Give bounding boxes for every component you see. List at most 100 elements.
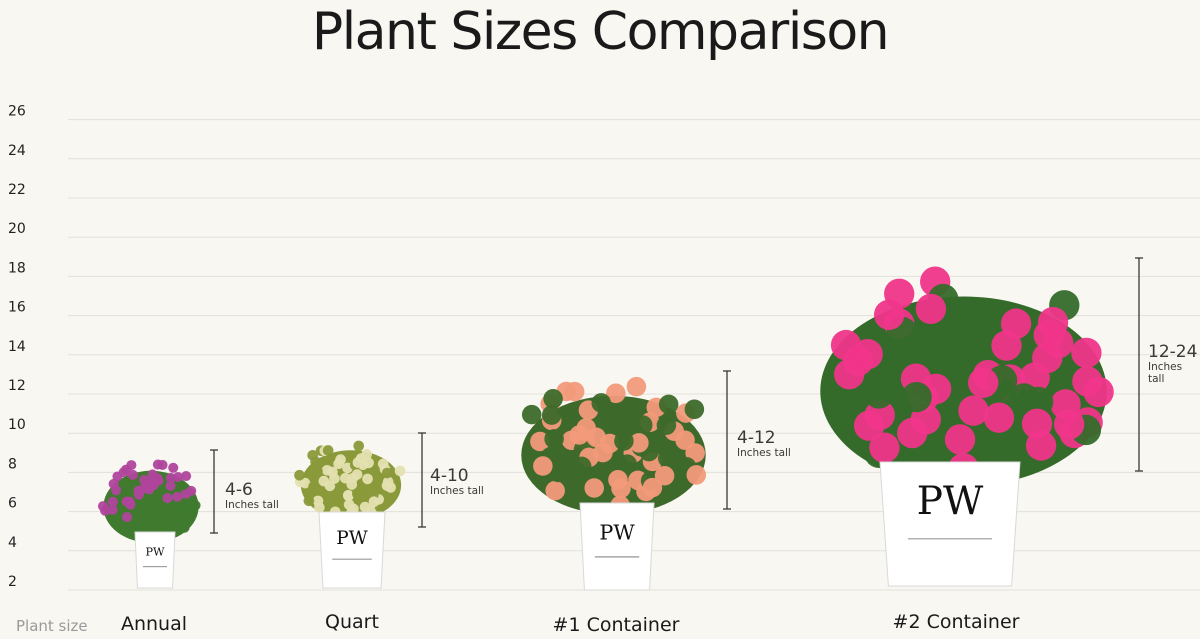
category-label-quart: Quart bbox=[325, 611, 379, 633]
leaf bbox=[901, 381, 932, 413]
flower bbox=[385, 482, 396, 493]
flower bbox=[1083, 376, 1114, 408]
leaf bbox=[312, 466, 323, 477]
y-tick-label: 22 bbox=[8, 182, 26, 198]
proven-winners-logo: PW bbox=[917, 479, 984, 524]
leaf bbox=[591, 393, 612, 413]
flower bbox=[152, 473, 163, 484]
leaf bbox=[322, 445, 334, 456]
leaf bbox=[543, 388, 563, 409]
range-label-quart: 4-10 Inches tall bbox=[430, 467, 484, 497]
flower bbox=[346, 479, 358, 490]
y-tick-label: 2 bbox=[8, 574, 17, 590]
leaf bbox=[153, 518, 164, 529]
y-tick-label: 20 bbox=[8, 221, 26, 237]
flower bbox=[853, 410, 885, 441]
leaf bbox=[180, 516, 191, 527]
foliage bbox=[103, 470, 199, 543]
flower bbox=[394, 465, 406, 477]
leaf bbox=[352, 488, 363, 500]
leaf bbox=[912, 327, 943, 358]
flower bbox=[852, 338, 883, 370]
leaf bbox=[571, 456, 592, 477]
flower bbox=[629, 433, 649, 453]
leaf bbox=[657, 448, 678, 468]
flower bbox=[593, 442, 613, 463]
flower bbox=[626, 376, 647, 397]
flower bbox=[958, 395, 989, 426]
flower bbox=[869, 432, 900, 463]
flower bbox=[312, 495, 324, 507]
flower bbox=[1043, 327, 1074, 359]
flower bbox=[339, 472, 351, 484]
leaf bbox=[308, 481, 319, 492]
leaf bbox=[656, 415, 677, 435]
leaf bbox=[544, 429, 564, 449]
y-tick-label: 6 bbox=[8, 496, 17, 512]
flower bbox=[133, 485, 144, 496]
range-value: 4-12 bbox=[737, 428, 776, 448]
leaf bbox=[353, 440, 365, 452]
flower bbox=[363, 457, 374, 469]
flower bbox=[321, 464, 333, 476]
y-tick-label: 10 bbox=[8, 417, 26, 433]
y-tick-label: 4 bbox=[8, 535, 17, 551]
leaf bbox=[310, 456, 321, 467]
category-label-2-container: #2 Container bbox=[892, 611, 1020, 633]
flower bbox=[181, 471, 192, 482]
flower bbox=[576, 418, 596, 438]
flower bbox=[606, 383, 626, 404]
flower bbox=[172, 491, 183, 502]
pot bbox=[318, 511, 386, 589]
category-label-1-container: #1 Container bbox=[552, 614, 680, 636]
range-label-2-container: 12-24 Inches tall bbox=[1148, 343, 1200, 385]
flower bbox=[107, 496, 118, 507]
plant-quart: PW bbox=[294, 440, 406, 589]
flower bbox=[686, 465, 707, 485]
flower bbox=[608, 469, 628, 490]
leaf bbox=[684, 399, 705, 420]
flower bbox=[125, 499, 136, 510]
y-tick-label: 16 bbox=[8, 300, 26, 316]
range-label-annual: 4-6 Inches tall bbox=[225, 481, 279, 511]
flower bbox=[983, 402, 1015, 433]
leaf bbox=[965, 311, 997, 342]
plant--1-container: PW bbox=[521, 376, 707, 591]
range-unit: Inches tall bbox=[1148, 361, 1183, 385]
flower bbox=[127, 469, 138, 480]
y-tick-label: 8 bbox=[8, 456, 17, 472]
x-axis-label: Plant size bbox=[16, 617, 88, 635]
flower bbox=[359, 501, 371, 513]
flower bbox=[126, 460, 137, 471]
y-tick-label: 24 bbox=[8, 143, 26, 159]
flower bbox=[944, 424, 976, 455]
flower bbox=[1071, 337, 1102, 369]
flower bbox=[186, 485, 197, 496]
leaf bbox=[303, 495, 315, 507]
leaf bbox=[614, 431, 634, 451]
pot bbox=[134, 531, 176, 589]
flower bbox=[142, 478, 153, 489]
category-label-annual: Annual bbox=[120, 613, 188, 635]
proven-winners-logo: PW bbox=[336, 528, 367, 549]
flower bbox=[1000, 308, 1032, 339]
leaf bbox=[863, 378, 895, 409]
flower bbox=[121, 512, 133, 523]
flower bbox=[584, 478, 604, 498]
leaf bbox=[184, 501, 195, 512]
flower bbox=[97, 501, 109, 512]
range-unit: Inches tall bbox=[225, 499, 279, 511]
y-tick-label: 12 bbox=[8, 378, 26, 394]
flower bbox=[168, 462, 179, 473]
flower bbox=[834, 359, 865, 390]
leaf bbox=[141, 514, 152, 525]
range-value: 4-6 bbox=[225, 480, 253, 500]
flower bbox=[162, 492, 173, 504]
leaf bbox=[521, 404, 542, 425]
pot bbox=[879, 461, 1021, 587]
flower bbox=[368, 496, 380, 508]
proven-winners-logo: PW bbox=[145, 546, 165, 559]
flower bbox=[545, 480, 565, 501]
flower bbox=[165, 480, 176, 491]
